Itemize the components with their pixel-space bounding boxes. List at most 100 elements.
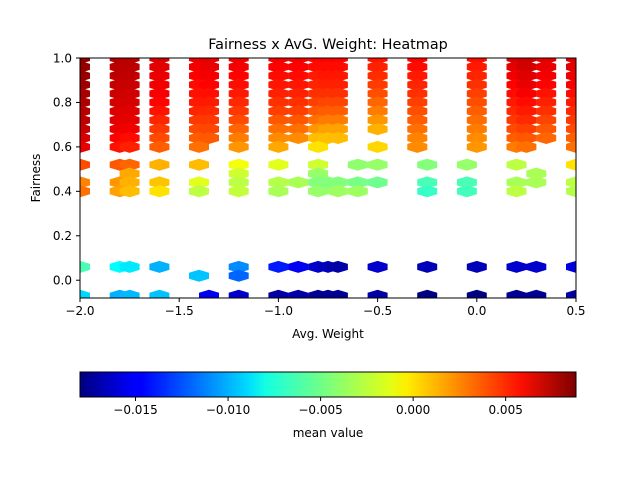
y-axis-label: Fairness (29, 154, 43, 203)
hexbin-cell (228, 87, 249, 100)
y-tick-label: 0.8 (53, 96, 72, 110)
hexbin-cell (149, 123, 170, 136)
hexbin-cell (566, 96, 576, 109)
hexbin-cell (566, 132, 576, 144)
hexbin-cell (189, 269, 209, 282)
hexbin-cell (417, 260, 438, 273)
hexbin-cell (119, 132, 140, 144)
hexbin-cell (149, 87, 170, 100)
hexbin-cell (327, 132, 348, 144)
hexbin-cell (149, 60, 170, 73)
hexbin-cell (466, 123, 487, 136)
hexbin-cell (536, 123, 557, 136)
hexbin-cell (268, 87, 289, 100)
hexbin-cell (466, 78, 487, 91)
hexbin-cell (566, 289, 576, 298)
hexbin-cell (536, 60, 557, 73)
hexbin-cell (456, 176, 477, 189)
hexbin-cell (516, 140, 537, 153)
x-tick-label: −0.5 (363, 304, 392, 318)
colorbar-tick-label: −0.010 (206, 403, 250, 417)
hexbin-cell (516, 69, 537, 82)
hexbin-cell (199, 105, 219, 118)
hexbin-cell (308, 140, 329, 153)
hexbin-cell (228, 289, 249, 298)
x-tick-label: 0.0 (467, 304, 486, 318)
x-axis: −2.0 −1.5 −1.0 −0.5 0.0 0.5 (65, 298, 586, 318)
hexbin-cell (536, 114, 557, 127)
hexbin-cell (407, 96, 428, 109)
hexbin-cell (367, 289, 388, 298)
hexbin-cell (189, 140, 209, 153)
hexbin-cell (327, 260, 348, 273)
hexbin-cell (367, 96, 388, 109)
hexbin-cell (268, 140, 289, 153)
hexbin-cell (268, 105, 289, 118)
hexbin-cell (308, 167, 329, 180)
hexbin-cell (347, 158, 368, 171)
hexbin-cell (228, 167, 249, 180)
hexbin-cell (516, 114, 537, 127)
hexbin-cell (288, 260, 309, 273)
hexbin-cell (516, 60, 537, 73)
hexbin-cell (268, 185, 289, 198)
hexbin-cell (516, 87, 537, 100)
hexbin-cell (288, 289, 309, 298)
hexbin-cell (308, 185, 329, 198)
hexbin-cell (466, 132, 487, 144)
y-tick-label: 0.0 (53, 274, 72, 288)
hexbin-cell (80, 140, 90, 153)
y-axis: 0.0 0.2 0.4 0.6 0.8 1.0 (53, 51, 80, 288)
hexbin-cell (288, 114, 309, 127)
hexbin-cell (407, 87, 428, 100)
hexbin-cell (199, 78, 219, 91)
hexbin-cell (327, 185, 348, 198)
hexbin-cell (367, 176, 388, 189)
hexbin-cell (536, 87, 557, 100)
hexbin-cell (536, 96, 557, 109)
hexbin-cell (466, 289, 487, 298)
hexbin-cell (526, 260, 547, 273)
hexbin-cell (516, 123, 537, 136)
hexbin-cell (228, 123, 249, 136)
hexbin-cell (268, 158, 289, 171)
hexbin-cell (288, 78, 309, 91)
hexbin-cell (327, 96, 348, 109)
hexbin-cell (199, 289, 219, 298)
hexbin-cell (536, 105, 557, 118)
hexbin-cell (367, 60, 388, 73)
hexbin-cell (149, 78, 170, 91)
x-tick-label: 0.5 (566, 304, 585, 318)
hexbin-cell (327, 289, 348, 298)
hexbin-cell (466, 260, 487, 273)
hexbin-cell (189, 185, 209, 198)
hexbin-cell (327, 78, 348, 91)
hexbin-cell (189, 176, 209, 189)
hexbin-cell (367, 105, 388, 118)
hexbin-cell (526, 176, 547, 189)
hexbin-cell (288, 132, 309, 144)
colorbar-tick-label: −0.005 (298, 403, 342, 417)
hexbin-cell (327, 87, 348, 100)
x-tick-label: −1.5 (165, 304, 194, 318)
hexbin-cell (149, 140, 170, 153)
hexbin-cell (228, 132, 249, 144)
hexbin-cell (119, 140, 140, 153)
hexbin-cell (80, 60, 90, 73)
hexbin-cell (526, 167, 547, 180)
hexbin-cell (566, 123, 576, 136)
y-tick-label: 1.0 (53, 51, 72, 65)
hexbin-cell (516, 96, 537, 109)
x-tick-label: −2.0 (65, 304, 94, 318)
hexbin-cell (149, 132, 170, 144)
hexbin-cell (80, 78, 90, 91)
hexbin-cell (367, 123, 388, 136)
hexbin-cell (268, 114, 289, 127)
hexbin-cell (466, 96, 487, 109)
hexbin-cell (288, 69, 309, 82)
x-axis-label: Avg. Weight (292, 327, 364, 341)
hexbin-cell (516, 105, 537, 118)
hexbin-cell (407, 140, 428, 153)
hexbin-cell (80, 289, 90, 298)
hexbin-cell (407, 78, 428, 91)
